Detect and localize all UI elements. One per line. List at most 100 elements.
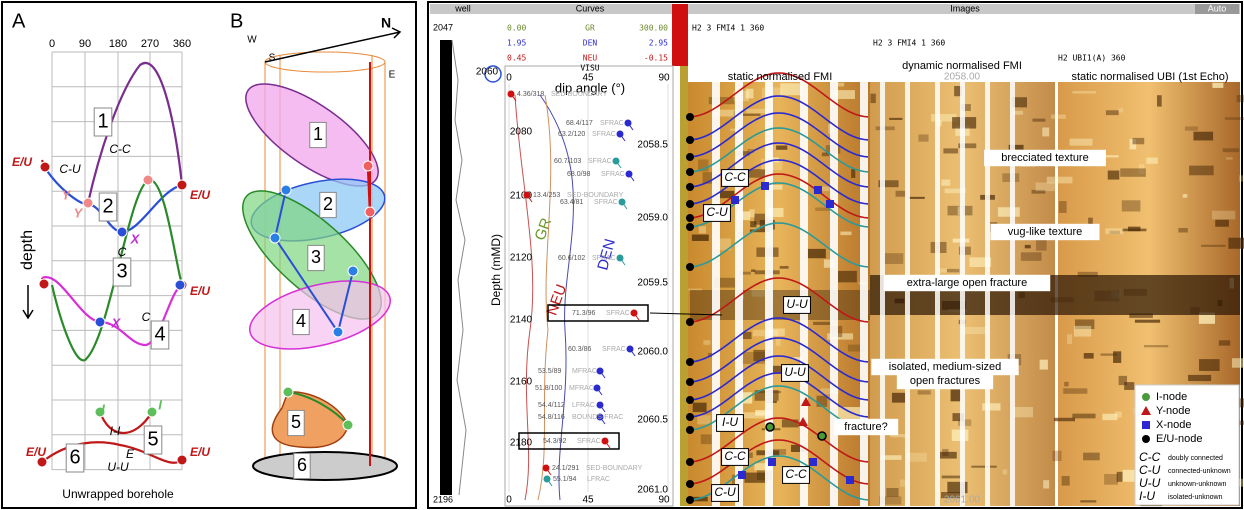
label: X (111, 315, 122, 330)
texture (1183, 194, 1188, 198)
shape-ellipse (253, 452, 397, 480)
texture (1119, 376, 1127, 385)
label: I-U (1139, 489, 1155, 503)
texture (951, 389, 961, 401)
label: 0.00 (507, 24, 526, 33)
legend-swatch (1142, 393, 1150, 401)
texture (918, 134, 928, 141)
label: extra-large open fracture (907, 277, 1027, 289)
x-node (731, 196, 739, 204)
label: Auto (1208, 3, 1227, 13)
texture (1025, 245, 1031, 248)
label: open fractures (910, 375, 981, 387)
dip-value: 60.6/102 (558, 255, 585, 262)
eu-node (686, 496, 694, 504)
label: E/U (190, 445, 210, 459)
pad-gap (880, 82, 885, 506)
label: connected-unknown (1168, 468, 1231, 475)
label: 360 (173, 38, 191, 50)
texture (1088, 218, 1093, 225)
dip-value: 63.2/120 (558, 131, 585, 138)
label: 2140 (510, 315, 533, 326)
cycle-number: 2 (323, 194, 333, 214)
texture (1072, 414, 1095, 419)
texture (692, 235, 709, 241)
label: fracture? (844, 421, 887, 433)
label: C (142, 310, 151, 324)
label: 0 (506, 495, 512, 506)
dip-type: LFRAC (572, 402, 595, 409)
texture (1219, 340, 1230, 345)
label: brecciated texture (1001, 152, 1088, 164)
label: Curves (576, 3, 605, 13)
texture (876, 126, 895, 130)
texture (749, 209, 754, 217)
shape-circle (83, 198, 93, 208)
label: static normalised FMI (728, 71, 833, 83)
texture (1047, 177, 1073, 184)
eu-node (686, 413, 694, 421)
shape-circle (348, 266, 358, 276)
texture (1032, 119, 1045, 122)
shape-circle (365, 207, 375, 217)
x-node (809, 458, 817, 466)
label: A (12, 10, 26, 32)
dip-value: 24.1/291 (552, 465, 579, 472)
dip-value: 71.3/96 (572, 310, 595, 317)
label: U-U (107, 460, 129, 474)
texture (701, 434, 712, 444)
label: NEU (583, 54, 598, 63)
texture (998, 207, 1020, 217)
connection-label: C-U (706, 205, 728, 219)
texture (1193, 132, 1213, 141)
dip-type: SFRAC (592, 131, 616, 138)
texture (870, 94, 875, 103)
texture (697, 415, 710, 424)
pad-gap (1010, 82, 1015, 506)
shape-circle (143, 175, 153, 185)
label: 90 (658, 73, 670, 84)
label: W (247, 35, 257, 46)
label: E/U (190, 284, 210, 298)
texture (1084, 353, 1094, 359)
eu-node (686, 358, 694, 366)
label: S (269, 53, 276, 64)
label: 2061.00 (944, 495, 981, 506)
dip-value: 60.7/103 (554, 158, 581, 165)
label: Y (74, 205, 84, 220)
eu-node (686, 183, 694, 191)
x-node (761, 182, 769, 190)
texture (1212, 83, 1223, 88)
dip-value: 13.4/253 (533, 192, 560, 199)
label: B (230, 10, 243, 32)
shape-rect (680, 66, 688, 506)
dip-type: SFRAC (588, 158, 612, 165)
label: C-U (59, 162, 81, 176)
texture (1106, 110, 1119, 115)
connection-label: C-U (714, 485, 736, 499)
label: 2.95 (649, 39, 668, 48)
label: DEN (583, 39, 598, 48)
label: 300.00 (639, 24, 668, 33)
shape-circle (283, 387, 293, 397)
label: H2 UBI1(A) 360 (1058, 54, 1126, 63)
label: E/U (190, 188, 210, 202)
dip-type: MFRAC (569, 385, 594, 392)
texture (699, 226, 706, 233)
legend-entry: I-node (1156, 391, 1187, 403)
dip-value: 4.36/318 (517, 91, 544, 98)
dip-type: SED-BOUNDARY (567, 192, 624, 199)
texture (1036, 239, 1047, 250)
texture (1144, 345, 1168, 347)
eu-node (686, 396, 694, 404)
label: 1.95 (507, 39, 526, 48)
cycle-number: 3 (311, 247, 321, 267)
label: 2059.5 (637, 278, 668, 289)
texture (961, 327, 986, 334)
texture (1072, 91, 1095, 93)
texture (1199, 359, 1220, 371)
shape-circle (39, 279, 49, 289)
texture (776, 146, 787, 150)
texture (1108, 171, 1120, 180)
label: C-U (1139, 463, 1161, 477)
